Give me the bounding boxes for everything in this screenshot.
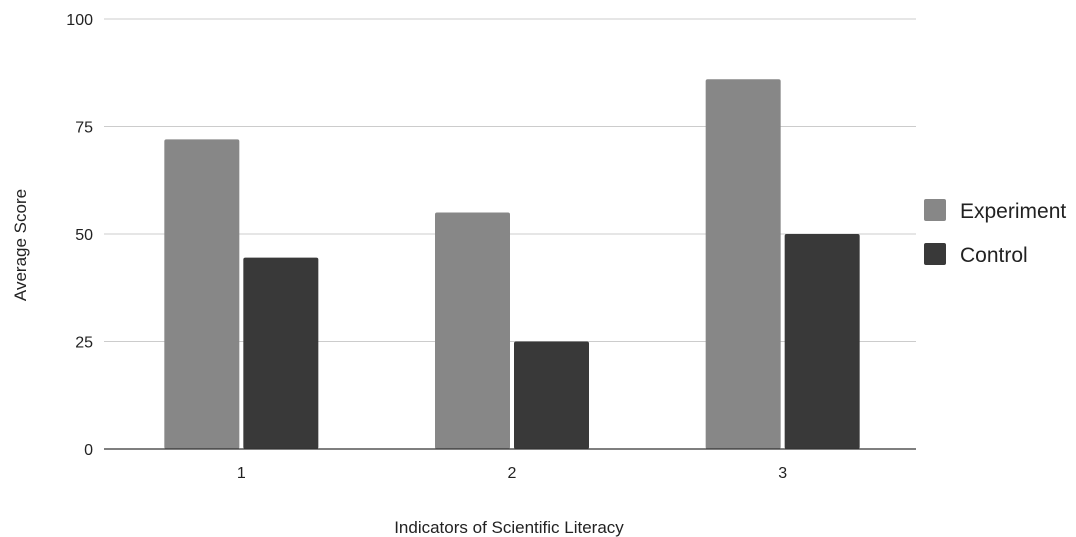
bar-experiment-3: [705, 79, 781, 449]
bar-control-2: [514, 341, 589, 449]
x-tick-label: 2: [508, 465, 517, 482]
x-tick-label: 3: [778, 465, 787, 482]
legend-swatch-control: [924, 243, 946, 265]
bars: [164, 79, 860, 449]
legend-label-experiment: Experiment: [960, 200, 1066, 223]
y-tick-label: 100: [66, 12, 93, 29]
bar-experiment-2: [435, 212, 510, 449]
axes: 0 25 50 75 100 1 2 3: [66, 12, 916, 482]
bar-experiment-1: [164, 139, 240, 449]
y-tick-label: 75: [75, 120, 93, 137]
bar-control-1: [243, 257, 319, 449]
y-tick-label: 25: [75, 335, 93, 352]
bar-control-3: [784, 234, 860, 449]
x-axis-title: Indicators of Scientific Literacy: [394, 518, 624, 537]
legend-swatch-experiment: [924, 199, 946, 221]
legend: Experiment Control: [924, 199, 1066, 267]
y-axis-title: Average Score: [11, 189, 30, 301]
y-tick-label: 50: [75, 227, 93, 244]
y-tick-label: 0: [84, 442, 93, 459]
x-tick-label: 1: [237, 465, 246, 482]
legend-label-control: Control: [960, 244, 1028, 267]
